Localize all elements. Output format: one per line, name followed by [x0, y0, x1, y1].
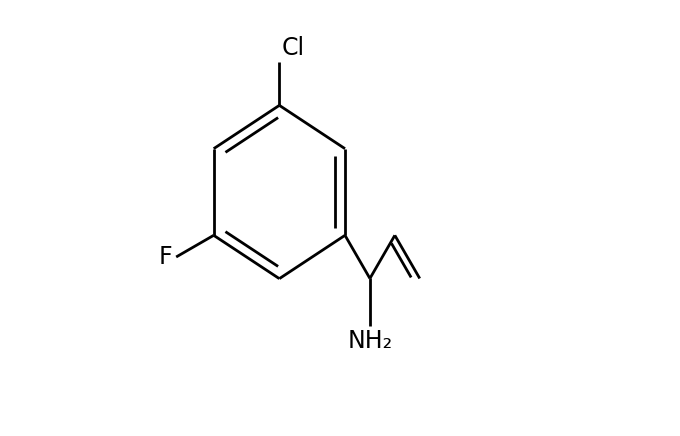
Text: NH₂: NH₂	[347, 329, 392, 353]
Text: F: F	[159, 245, 173, 269]
Text: Cl: Cl	[282, 36, 305, 60]
